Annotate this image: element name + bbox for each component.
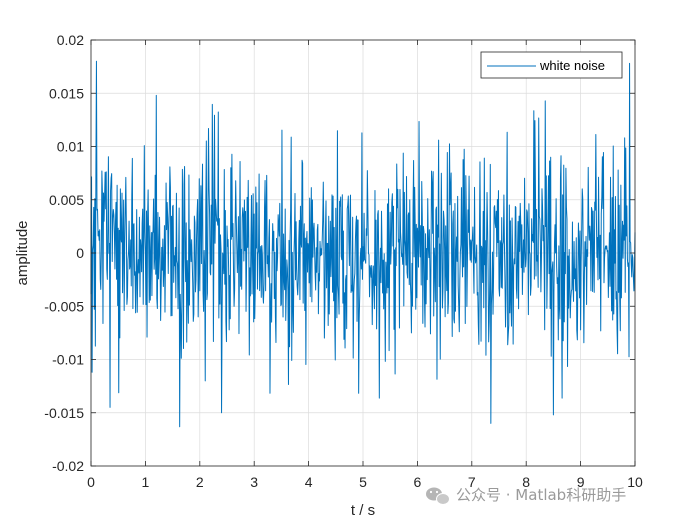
x-tick-label: 3: [250, 474, 258, 490]
series-line: [90, 60, 636, 428]
legend-box: [480, 51, 623, 79]
legend-label: white noise: [539, 58, 605, 73]
x-tick-label: 4: [305, 474, 313, 490]
watermark: 公众号 · Matlab科研助手: [426, 486, 626, 505]
x-tick-label: 10: [627, 474, 643, 490]
watermark-text: 公众号 · Matlab科研助手: [456, 486, 626, 504]
y-tick-label: -0.02: [52, 458, 84, 474]
x-tick-label: 6: [414, 474, 422, 490]
y-tick-label: -0.01: [52, 352, 84, 368]
y-tick-label: -0.015: [44, 405, 84, 421]
y-tick-label: -0.005: [44, 298, 84, 314]
y-tick-label: 0: [76, 245, 84, 261]
legend: white noise: [480, 51, 623, 79]
tick-marks: [90, 39, 636, 467]
y-tick-label: 0.02: [57, 32, 84, 48]
x-tick-label: 0: [87, 474, 95, 490]
x-tick-label: 2: [196, 474, 204, 490]
y-tick-label: 0.005: [49, 192, 84, 208]
series-group: [90, 60, 636, 428]
x-axis-label: t / s: [351, 502, 375, 519]
x-tick-label: 7: [468, 474, 476, 490]
x-tick-label: 9: [577, 474, 585, 490]
wechat-icon: [426, 487, 450, 505]
y-axis-label: amplitude: [14, 220, 31, 285]
x-tick-label: 5: [359, 474, 367, 490]
x-tick-labels: 0 1 2 3 4 5 6 7 8 9 10: [87, 474, 643, 490]
x-tick-label: 8: [522, 474, 530, 490]
x-tick-label: 1: [142, 474, 150, 490]
y-tick-labels: 0.02 0.015 0.01 0.005 0 -0.005 -0.01 -0.015 -0.0…: [44, 32, 84, 474]
y-tick-label: 0.01: [57, 139, 84, 155]
y-tick-label: 0.015: [49, 85, 84, 101]
